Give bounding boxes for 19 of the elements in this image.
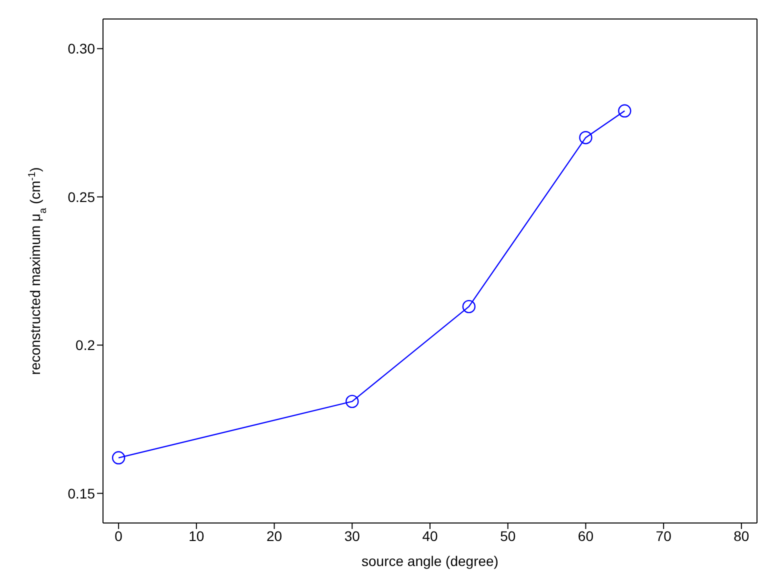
point	[112, 451, 126, 464]
x-axis-title: source angle (degree)	[362, 553, 498, 569]
x-tick-label: 40	[422, 528, 438, 544]
x-tick-label: 50	[500, 528, 516, 544]
point	[462, 300, 476, 314]
y-tick-label: 0.25	[68, 188, 96, 205]
y-tick-label: 0.30	[68, 40, 96, 57]
x-tick-label: 70	[656, 528, 672, 544]
point	[579, 130, 592, 144]
point	[346, 394, 359, 408]
x-tick-label: 0	[114, 528, 123, 544]
point	[618, 104, 632, 118]
x-tick-label: 30	[344, 528, 360, 544]
y-tick-label: 0.2	[76, 337, 96, 354]
x-tick-label: 10	[188, 528, 204, 544]
x-tick-label: 60	[578, 528, 594, 544]
y-tick-label: 0.15	[68, 485, 96, 502]
x-tick-label: 80	[734, 528, 750, 544]
x-tick-label: 20	[266, 528, 282, 544]
